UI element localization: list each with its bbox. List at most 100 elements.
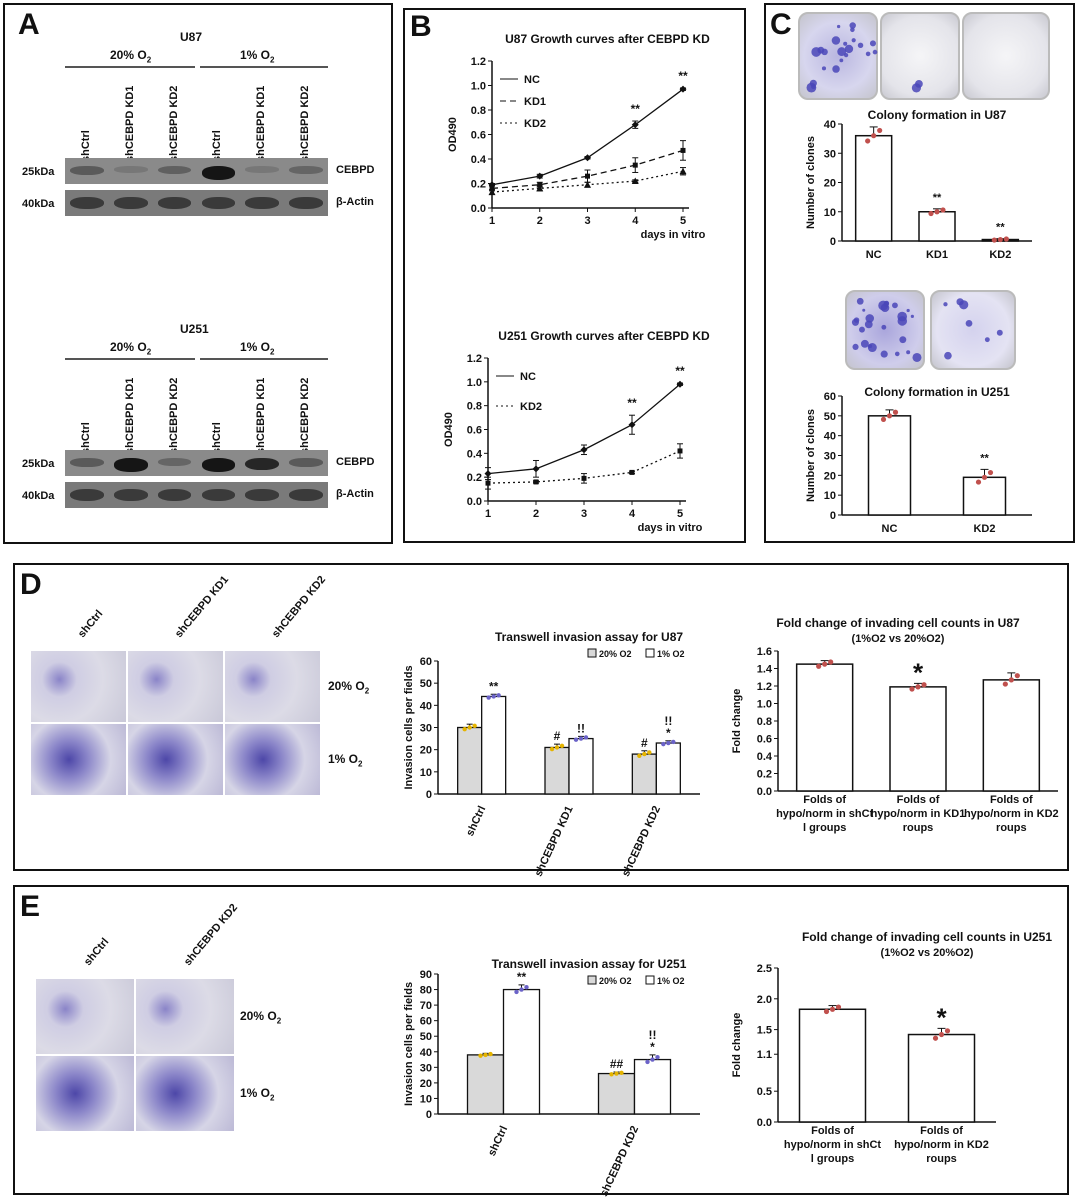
chart-title: Transwell invasion assay for U87 bbox=[495, 630, 683, 644]
y-tick-label: 0.6 bbox=[471, 130, 486, 142]
blot-strip-cebpd bbox=[65, 158, 328, 184]
cell-line-label: U87 bbox=[180, 30, 203, 44]
subscript: 2 bbox=[146, 55, 152, 65]
replicate-dot bbox=[1008, 677, 1014, 683]
colony-dot bbox=[872, 49, 878, 55]
y-tick-label: 0 bbox=[426, 1109, 432, 1121]
cebpd-band bbox=[201, 458, 236, 472]
replicate-dot bbox=[486, 695, 491, 700]
size-marker-40kda: 40kDa bbox=[22, 490, 55, 502]
colony-dot bbox=[910, 314, 914, 318]
category-label: roups bbox=[926, 1153, 957, 1165]
colony-dot bbox=[912, 352, 922, 362]
chart-title: Fold change of invading cell counts in U… bbox=[802, 930, 1052, 944]
replicate-dot bbox=[828, 659, 834, 665]
y-tick-label: 20 bbox=[420, 745, 432, 757]
y-tick-label: 0.2 bbox=[467, 472, 482, 484]
cebpd-band bbox=[157, 166, 192, 175]
colony-dot bbox=[832, 65, 840, 73]
bar bbox=[597, 1072, 636, 1115]
colony-dot bbox=[984, 337, 990, 343]
replicate-dot bbox=[467, 725, 472, 730]
bar bbox=[481, 695, 507, 795]
replicate-dot bbox=[619, 1070, 624, 1075]
category-label: l groups bbox=[811, 1153, 854, 1165]
panel-label-b: B bbox=[410, 10, 432, 43]
category-label: Folds of bbox=[920, 1125, 963, 1137]
legend-label: KD1 bbox=[524, 96, 546, 108]
x-tick-label: 2 bbox=[537, 215, 543, 227]
subscript: 2 bbox=[276, 1015, 282, 1025]
colony-dot bbox=[811, 84, 816, 90]
legend-label: 1% O2 bbox=[657, 976, 685, 986]
y-tick-label: 60 bbox=[824, 391, 836, 403]
y-tick-label: 2.0 bbox=[757, 994, 772, 1006]
y-tick-label: 1.1 bbox=[757, 1049, 772, 1061]
legend-label: 20% O2 bbox=[599, 649, 632, 659]
colony-dot bbox=[883, 301, 889, 307]
cebpd-band bbox=[70, 458, 104, 467]
chart-title: U251 Growth curves after CEBPD KD bbox=[498, 329, 710, 343]
subscript: 2 bbox=[358, 758, 363, 768]
replicate-dot bbox=[462, 726, 467, 732]
colony-dot bbox=[836, 24, 841, 29]
y-tick-label: 0 bbox=[830, 236, 836, 248]
lane-label: shCEBPD KD2 bbox=[167, 377, 180, 454]
category-label: Folds of bbox=[897, 794, 940, 806]
colony-dot bbox=[837, 47, 847, 57]
cell-line-label: U251 bbox=[180, 322, 209, 336]
data-point bbox=[536, 184, 544, 192]
y-tick-label: 0.0 bbox=[757, 786, 772, 798]
bar bbox=[633, 1058, 672, 1115]
y-tick-label: 10 bbox=[824, 490, 836, 502]
actin-band bbox=[245, 197, 280, 209]
replicate-dot bbox=[642, 751, 647, 757]
replicate-dot bbox=[829, 1006, 836, 1012]
cebpd-band bbox=[289, 458, 323, 467]
x-tick-label: 4 bbox=[632, 215, 639, 227]
category-label: roups bbox=[996, 822, 1027, 834]
condition-normoxia-label: 20% O2 bbox=[110, 48, 152, 65]
significance-mark: !! bbox=[577, 721, 585, 735]
colony-dot bbox=[906, 350, 911, 355]
y-tick-label: 40 bbox=[824, 119, 836, 131]
x-tick-label: 1 bbox=[485, 508, 491, 520]
cebpd-band bbox=[245, 458, 280, 471]
legend-swatch bbox=[587, 648, 597, 658]
y-tick-label: 50 bbox=[824, 411, 836, 423]
data-point bbox=[584, 154, 591, 162]
series-line bbox=[491, 149, 684, 190]
y-axis-label: Invasion cells per fields bbox=[403, 982, 415, 1106]
replicate-dot bbox=[491, 694, 496, 699]
replicate-dot bbox=[578, 736, 584, 741]
chart-title: Transwell invasion assay for U251 bbox=[492, 957, 687, 971]
bar bbox=[798, 1008, 867, 1123]
replicate-dot bbox=[650, 1057, 655, 1062]
category-label: shCtrl bbox=[486, 1124, 510, 1158]
replicate-dot bbox=[822, 661, 828, 667]
size-marker-40kda: 40kDa bbox=[22, 198, 55, 210]
row-label-hypoxia: 1% O2 bbox=[328, 751, 363, 768]
y-tick-label: 1.6 bbox=[757, 646, 772, 658]
panel-label-a: A bbox=[18, 8, 40, 41]
bar bbox=[982, 679, 1041, 792]
y-tick-label: 20 bbox=[420, 1078, 432, 1090]
lane-label: shCEBPD KD1 bbox=[123, 377, 136, 454]
x-axis-label: days in vitro bbox=[641, 229, 706, 241]
colony-dot bbox=[860, 339, 869, 348]
actin-band bbox=[289, 489, 323, 501]
replicate-dot bbox=[496, 693, 501, 698]
data-point bbox=[631, 177, 639, 185]
actin-band bbox=[201, 489, 236, 501]
legend-label: KD2 bbox=[524, 118, 546, 130]
replicate-dot bbox=[987, 469, 994, 476]
chart-transwell-u87: Transwell invasion assay for U87 0 10 20 30 4… bbox=[403, 630, 700, 879]
replicate-dot bbox=[472, 723, 477, 729]
y-tick-label: 1.4 bbox=[757, 664, 773, 676]
panel-label-d: D bbox=[20, 568, 42, 601]
actin-band bbox=[70, 489, 104, 501]
y-tick-label: 20 bbox=[824, 470, 836, 482]
subscript: 2 bbox=[270, 347, 275, 357]
category-label: NC bbox=[866, 249, 882, 261]
